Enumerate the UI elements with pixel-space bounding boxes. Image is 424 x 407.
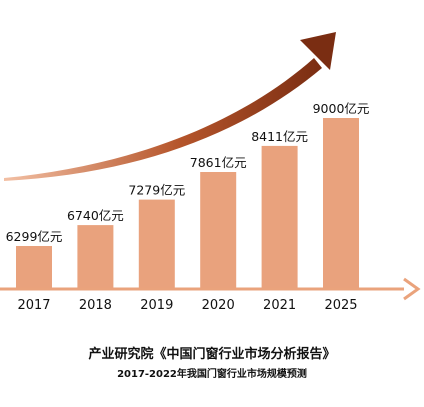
trend-arrow — [4, 32, 336, 181]
data-label-2019: 7279亿元 — [128, 183, 185, 198]
bar-2018 — [77, 225, 114, 288]
bar-2025 — [323, 118, 359, 288]
data-label-2021: 8411亿元 — [251, 129, 308, 144]
bar-2021 — [261, 145, 298, 288]
bar-2017 — [16, 246, 52, 288]
x-tick-labels: 2017 2018 2019 2020 2021 2025 — [17, 298, 357, 313]
x-tick-label-2018: 2018 — [79, 298, 112, 313]
data-label-2017: 6299亿元 — [6, 229, 63, 244]
data-label-2020: 7861亿元 — [190, 155, 247, 170]
x-tick-label-2025: 2025 — [324, 298, 357, 313]
chart-source: 产业研究院《中国门窗行业市场分析报告》 — [88, 347, 336, 362]
chart-subtitle: 2017-2022年我国门窗行业市场规模预测 — [117, 369, 307, 380]
x-axis-arrow-icon — [403, 277, 421, 301]
x-axis — [0, 277, 421, 301]
data-labels: 6299亿元 6740亿元 7279亿元 7861亿元 8411亿元 9000亿元 — [6, 101, 370, 244]
x-tick-label-2017: 2017 — [17, 298, 50, 313]
x-tick-label-2019: 2019 — [140, 298, 173, 313]
x-tick-label-2021: 2021 — [263, 298, 296, 313]
x-tick-label-2020: 2020 — [202, 298, 235, 313]
data-label-2025: 9000亿元 — [313, 101, 370, 116]
bar-2020 — [200, 172, 237, 288]
bar-2019 — [138, 199, 175, 288]
data-label-2018: 6740亿元 — [67, 208, 124, 223]
bars — [16, 118, 359, 288]
